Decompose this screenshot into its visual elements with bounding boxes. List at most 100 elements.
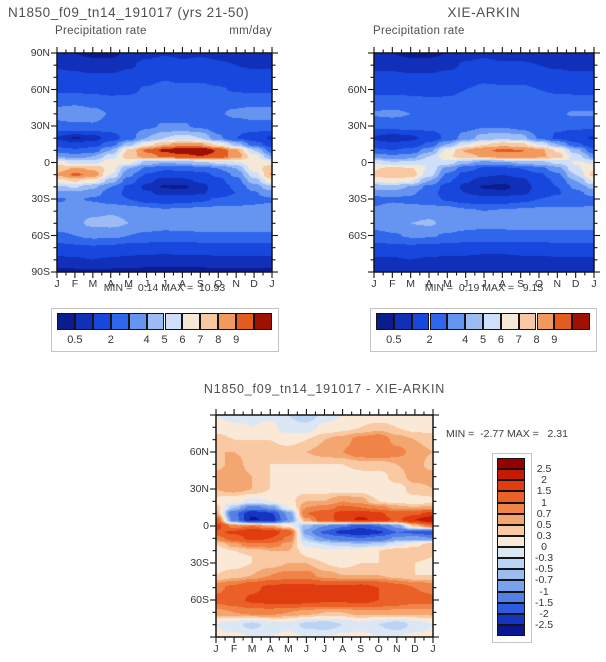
obs-colorbar-box <box>554 313 573 330</box>
model-y-tick-label: 90S <box>31 266 50 278</box>
diff-colorbar-box <box>497 591 525 603</box>
obs-field-label: Precipitation rate <box>373 25 465 37</box>
diff-axes <box>210 409 439 643</box>
model-colorbar-box <box>74 313 93 330</box>
model-colorbar-box <box>110 313 129 330</box>
diff-colorbar-box <box>497 580 525 592</box>
obs-axes <box>368 47 600 278</box>
diff-colorbar-tick-label: -1.5 <box>534 596 554 609</box>
obs-colorbar-box <box>536 313 555 330</box>
obs-colorbar-box <box>572 313 590 330</box>
diff-y-tick-label: 60N <box>189 446 209 458</box>
obs-colorbar-box <box>447 313 466 330</box>
diff-colorbar-box <box>497 613 525 625</box>
diff-colorbar-tick-label: 0.7 <box>536 507 552 520</box>
model-y-tick-label: 30S <box>31 193 50 205</box>
diff-x-tick-label: O <box>374 643 383 655</box>
obs-colorbar-tick-label: 0.5 <box>386 334 402 346</box>
model-x-tick-label: F <box>71 278 79 290</box>
model-colorbar-tick-label: 7 <box>197 334 204 346</box>
obs-colorbar-tick-label: 5 <box>479 334 487 346</box>
model-y-tick-label: 60N <box>30 83 50 96</box>
model-x-tick-label: M <box>124 278 134 290</box>
model-colorbar-frame <box>51 308 279 352</box>
obs-x-tick-label: A <box>425 278 433 290</box>
obs-colorbar-box <box>393 313 412 330</box>
model-colorbar-tick-label: 6 <box>179 334 186 346</box>
obs-y-tick-label: 30N <box>347 120 367 132</box>
obs-y-tick-label: 60S <box>348 229 367 242</box>
obs-x-tick-label: J <box>463 278 469 290</box>
diff-colorbar-box <box>497 480 525 492</box>
diff-x-tick-label: J <box>321 643 328 655</box>
diff-colorbar-box <box>497 535 525 547</box>
model-x-tick-label: J <box>143 278 150 290</box>
diff-colorbar-box <box>497 558 525 570</box>
diff-colorbar-tick-label: -2.5 <box>534 618 554 631</box>
model-axes <box>51 47 278 278</box>
diff-x-tick-label: S <box>357 643 365 655</box>
diff-x-tick-label: A <box>339 643 347 655</box>
model-minmax-text: MIN = 0.14 MAX = 10.93 <box>103 282 226 294</box>
diff-colorbar-box <box>497 513 525 525</box>
diff-colorbar-tick-label: -1 <box>539 585 549 598</box>
obs-colorbar-frame <box>370 308 597 352</box>
obs-x-tick-label: J <box>371 278 377 290</box>
obs-panel-title: XIE-ARKIN <box>447 5 521 20</box>
diff-colorbar-box <box>497 602 525 614</box>
obs-x-tick-label: M <box>406 278 416 290</box>
model-colorbar-box <box>92 313 111 330</box>
diff-colorbar-tick-label: 2.5 <box>536 463 552 476</box>
model-x-tick-label: D <box>250 278 258 290</box>
diff-colorbar-tick-label: 1 <box>541 496 547 509</box>
obs-colorbar-box <box>483 313 501 330</box>
model-colorbar-box <box>236 313 255 330</box>
obs-x-tick-label: A <box>498 278 506 290</box>
model-colorbar-box <box>128 313 147 330</box>
model-colorbar-tick-label: 2 <box>107 334 114 346</box>
obs-colorbar-tick-label: 9 <box>551 334 558 346</box>
obs-y-tick-label: 30S <box>348 193 367 205</box>
diff-colorbar-box <box>497 491 525 503</box>
diff-colorbar-tick-label: -0.3 <box>534 552 554 565</box>
obs-minmax-text: MIN = 0.19 MAX = 9.15 <box>424 282 544 294</box>
diff-x-tick-label: J <box>213 643 219 655</box>
diff-x-tick-label: D <box>411 643 419 655</box>
obs-colorbar-box <box>376 313 394 330</box>
diff-colorbar-box <box>497 469 525 481</box>
diff-colorbar-box <box>497 624 525 636</box>
model-x-tick-label: M <box>88 278 98 290</box>
obs-heatmap-field <box>374 53 594 272</box>
model-x-tick-label: A <box>107 278 115 290</box>
obs-x-tick-label: D <box>571 278 580 290</box>
model-colorbar-box <box>218 313 237 330</box>
diff-x-tick-label: J <box>303 643 310 655</box>
obs-x-tick-label: S <box>517 278 525 290</box>
model-x-tick-label: A <box>178 278 186 290</box>
diff-colorbar-tick-label: 1.5 <box>536 485 552 498</box>
diff-x-tick-label: A <box>266 643 274 655</box>
obs-colorbar-tick-label: 6 <box>497 334 504 346</box>
diff-y-tick-label: 0 <box>203 520 209 532</box>
diff-x-tick-label: N <box>393 643 401 655</box>
model-y-tick-label: 0 <box>44 156 50 169</box>
obs-colorbar-box <box>500 313 519 330</box>
diff-x-tick-label: M <box>247 643 257 655</box>
obs-y-tick-label: 0 <box>361 156 367 169</box>
diff-colorbar-box <box>497 458 525 470</box>
model-x-tick-label: J <box>269 278 275 290</box>
diff-x-tick-label: M <box>283 643 293 655</box>
model-x-tick-label: N <box>232 278 240 290</box>
diff-x-tick-label: J <box>430 643 436 655</box>
diff-colorbar-tick-label: 0.3 <box>536 529 552 542</box>
diff-colorbar-box <box>497 524 525 536</box>
obs-colorbar-tick-label: 2 <box>426 334 433 346</box>
model-heatmap-field <box>57 53 272 272</box>
obs-x-tick-label: F <box>389 278 396 290</box>
obs-colorbar-tick-label: 7 <box>515 334 522 346</box>
obs-y-tick-label: 60N <box>347 83 367 96</box>
model-colorbar-tick-label: 5 <box>161 334 168 346</box>
obs-colorbar-box <box>518 313 537 330</box>
model-y-tick-label: 90N <box>30 47 50 59</box>
